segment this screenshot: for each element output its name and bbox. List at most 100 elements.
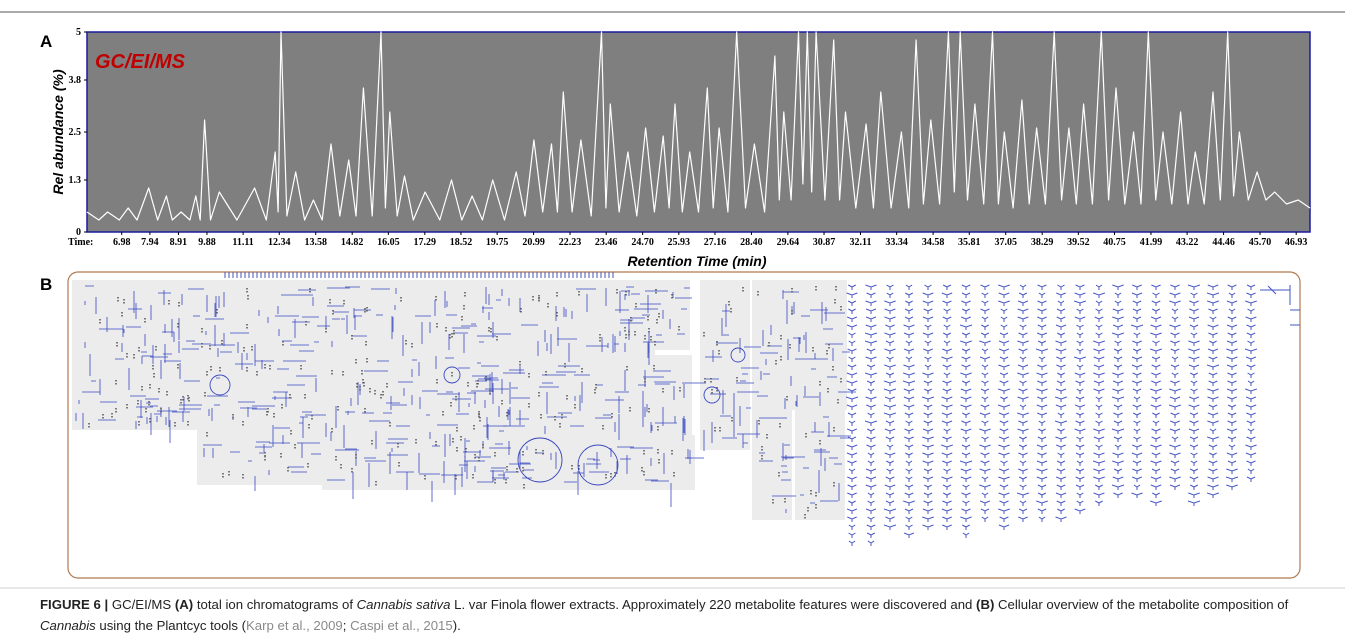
x-tick-label: 17.29 bbox=[414, 237, 437, 248]
x-tick-label: 24.70 bbox=[631, 237, 654, 248]
compound-dots bbox=[450, 361, 681, 432]
compound-dots bbox=[703, 287, 744, 433]
x-tick-label: 46.93 bbox=[1285, 237, 1308, 248]
x-axis-label: Retention Time (min) bbox=[628, 253, 767, 269]
reaction-column bbox=[1206, 284, 1220, 498]
cycle bbox=[517, 437, 563, 483]
pathway-lines bbox=[78, 395, 177, 429]
transport-glyphs bbox=[1260, 285, 1300, 326]
caption-text: ). bbox=[452, 618, 461, 633]
y-tick-label: 3.8 bbox=[69, 75, 82, 86]
caption-text: L. var Finola flower extracts. Approxima… bbox=[450, 597, 977, 612]
caption-text: (A) bbox=[174, 597, 194, 612]
x-tick-label: 25.93 bbox=[668, 237, 691, 248]
reaction-column bbox=[1150, 284, 1162, 506]
x-tick-label: 44.46 bbox=[1212, 237, 1235, 248]
y-tick-label: 2.5 bbox=[69, 127, 82, 138]
cycle bbox=[730, 347, 746, 363]
reaction-column bbox=[1092, 284, 1106, 506]
x-tick-label: 23.46 bbox=[595, 237, 618, 248]
y-tick-label: 0 bbox=[76, 227, 81, 238]
pathway-diagram bbox=[67, 271, 1301, 579]
y-tick-label: 1.3 bbox=[69, 175, 82, 186]
cell-outline bbox=[67, 271, 1301, 579]
cycle bbox=[577, 444, 619, 486]
x-tick-label: 33.34 bbox=[885, 237, 908, 248]
caption-text: FIGURE 6 | bbox=[40, 597, 109, 612]
pathway-block bbox=[752, 280, 847, 410]
panel-label: B bbox=[40, 275, 52, 294]
x-tick-label: 30.87 bbox=[813, 237, 836, 248]
panel-label: A bbox=[40, 32, 52, 51]
pathway-lines bbox=[203, 289, 330, 491]
compound-dots bbox=[201, 288, 313, 480]
x-tick-label: 35.81 bbox=[958, 237, 981, 248]
citation[interactable]: Karp et al., 2009 bbox=[245, 618, 343, 633]
caption-text: (B) bbox=[976, 597, 995, 612]
plot-area bbox=[86, 31, 1311, 233]
x-tick-label: 28.40 bbox=[740, 237, 763, 248]
x-tick-label: 40.75 bbox=[1103, 237, 1126, 248]
reaction-column bbox=[902, 284, 916, 538]
cycle bbox=[703, 386, 721, 404]
reaction-column bbox=[997, 284, 1011, 530]
x-tick-label: 19.75 bbox=[486, 237, 509, 248]
reaction-column bbox=[1016, 284, 1030, 522]
x-tick-label: 34.58 bbox=[922, 237, 945, 248]
x-tick-label: 7.94 bbox=[141, 237, 159, 248]
x-tick-label: 27.16 bbox=[704, 237, 727, 248]
reaction-column bbox=[845, 284, 859, 546]
pathway-lines bbox=[757, 290, 856, 409]
chromatogram-trace bbox=[86, 31, 1311, 221]
compound-dots bbox=[757, 286, 842, 405]
x-tick-label: 22.23 bbox=[559, 237, 582, 248]
annotation: GC/EI/MS bbox=[95, 51, 186, 73]
x-tick-label: 37.05 bbox=[994, 237, 1017, 248]
pathway-lines bbox=[456, 362, 706, 441]
citation[interactable]: Caspi et al., 2015 bbox=[350, 618, 453, 633]
reaction-column bbox=[921, 284, 935, 530]
x-tick-label: 6.98 bbox=[113, 237, 131, 248]
x-tick-label: 8.91 bbox=[170, 237, 188, 248]
cycle bbox=[443, 366, 461, 384]
x-tick-label: 41.99 bbox=[1140, 237, 1163, 248]
compound-dots bbox=[325, 292, 498, 349]
figure-caption: FIGURE 6 | GC/EI/MS (A) total ion chroma… bbox=[40, 594, 1315, 636]
reaction-column bbox=[1074, 284, 1086, 514]
pathway-block bbox=[322, 280, 517, 350]
compound-dots bbox=[88, 400, 151, 429]
x-tick-label: 20.99 bbox=[522, 237, 545, 248]
x-tick-label: 9.88 bbox=[198, 237, 216, 248]
compound-dots bbox=[520, 289, 650, 343]
marker-strip bbox=[224, 272, 614, 278]
reaction-column bbox=[1168, 284, 1182, 490]
x-tick-label: 39.52 bbox=[1067, 237, 1090, 248]
pathway-block bbox=[447, 355, 692, 435]
pathway-lines bbox=[756, 417, 805, 513]
compound-dots bbox=[331, 358, 508, 487]
pathway-lines bbox=[703, 304, 761, 451]
pathway-block bbox=[700, 280, 750, 450]
reaction-column bbox=[1111, 284, 1125, 498]
reaction-column bbox=[1187, 284, 1201, 506]
caption-text: ; bbox=[342, 618, 351, 633]
figure: A B 0 1.3 2.5 3.8 5 6.98 7.94 8.91 9.88 11.11 12.3… bbox=[0, 11, 1345, 589]
x-tick-label: 11.11 bbox=[232, 237, 253, 248]
x-tick-label: 29.64 bbox=[777, 237, 800, 248]
reaction-column bbox=[959, 284, 973, 538]
compound-dots bbox=[758, 420, 786, 505]
reaction-column bbox=[864, 284, 878, 546]
caption-text: Cannabis sativa bbox=[356, 597, 451, 612]
x-tick-label: 12.34 bbox=[268, 237, 291, 248]
pathway-block bbox=[795, 410, 845, 520]
pathway-lines bbox=[325, 286, 511, 356]
x-tick-label: 32.11 bbox=[850, 237, 872, 248]
pathway-block bbox=[197, 280, 322, 485]
compound-dots bbox=[625, 289, 680, 347]
pathway-lines bbox=[800, 416, 851, 504]
pathway-lines bbox=[325, 356, 531, 502]
x-tick-label: 14.82 bbox=[341, 237, 364, 248]
y-axis-label: Rel abundance (%) bbox=[50, 69, 66, 195]
caption-text: Cannabis bbox=[40, 618, 96, 633]
